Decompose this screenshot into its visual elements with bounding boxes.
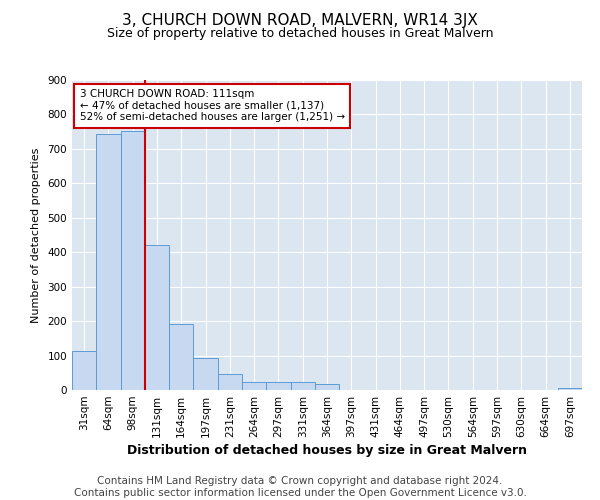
Bar	[218, 374, 242, 390]
Bar	[242, 382, 266, 390]
Bar	[290, 382, 315, 390]
Bar	[193, 358, 218, 390]
Bar	[72, 351, 96, 390]
Bar	[169, 324, 193, 390]
Bar	[315, 384, 339, 390]
Text: 3 CHURCH DOWN ROAD: 111sqm
← 47% of detached houses are smaller (1,137)
52% of s: 3 CHURCH DOWN ROAD: 111sqm ← 47% of deta…	[80, 90, 345, 122]
Text: Contains public sector information licensed under the Open Government Licence v3: Contains public sector information licen…	[74, 488, 526, 498]
Bar	[558, 388, 582, 390]
Bar	[121, 131, 145, 390]
X-axis label: Distribution of detached houses by size in Great Malvern: Distribution of detached houses by size …	[127, 444, 527, 457]
Bar	[145, 246, 169, 390]
Text: 3, CHURCH DOWN ROAD, MALVERN, WR14 3JX: 3, CHURCH DOWN ROAD, MALVERN, WR14 3JX	[122, 12, 478, 28]
Bar	[96, 134, 121, 390]
Text: Size of property relative to detached houses in Great Malvern: Size of property relative to detached ho…	[107, 28, 493, 40]
Bar	[266, 382, 290, 390]
Text: Contains HM Land Registry data © Crown copyright and database right 2024.: Contains HM Land Registry data © Crown c…	[97, 476, 503, 486]
Y-axis label: Number of detached properties: Number of detached properties	[31, 148, 41, 322]
